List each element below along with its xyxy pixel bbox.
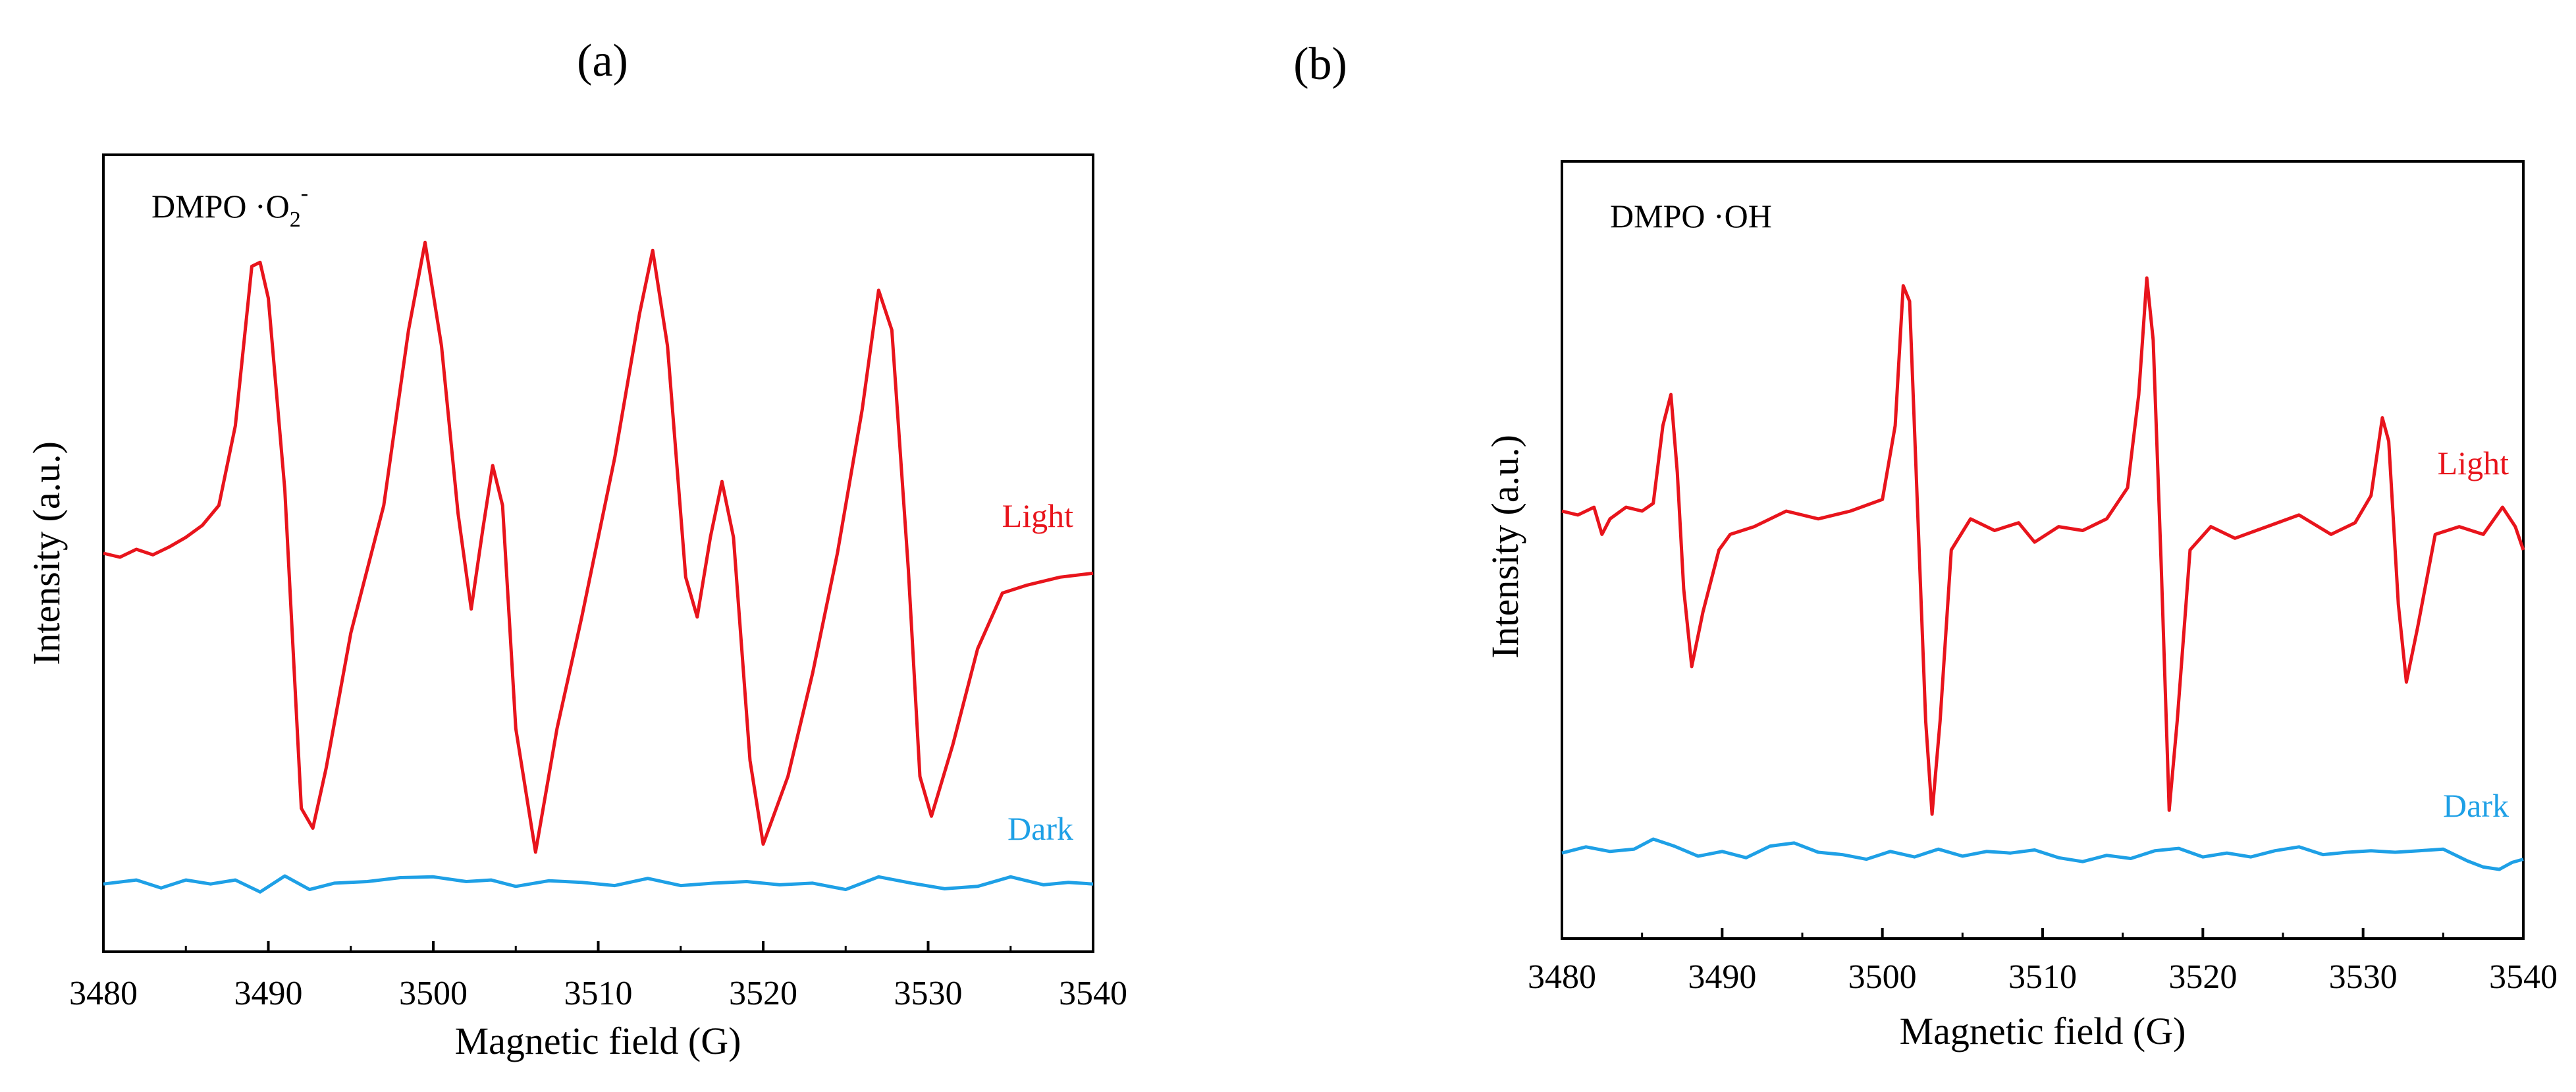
x-tick-label-b-3540: 3540	[2489, 958, 2558, 996]
plot-frame-b	[1561, 160, 2525, 940]
chart-panel-a: 3480 3490 3500 3510 3520 3530 3540 Magnetic fi…	[25, 153, 1127, 1062]
x-tick-label-a-3500: 3500	[399, 975, 468, 1012]
chart-panel-b: 3480 3490 3500 3510 3520 3530 3540 Magnetic fi…	[1484, 160, 2558, 1052]
x-axis-title-b: Magnetic field (G)	[1900, 1010, 2186, 1052]
series-line-dark-b	[1561, 837, 2524, 871]
x-tick-label-b-3490: 3490	[1688, 958, 1756, 996]
annotation-a-base: DMPO ·O	[151, 188, 290, 225]
annotation-b: DMPO ·OH	[1610, 198, 1772, 234]
x-tick-label-b-3530: 3530	[2329, 958, 2398, 996]
x-axis-ticks-a: 3480 3490 3500 3510 3520 3530 3540	[69, 941, 1127, 1012]
x-axis-title-a: Magnetic field (G)	[455, 1020, 741, 1062]
x-tick-label-a-3490: 3490	[234, 975, 303, 1012]
annotation-a: DMPO ·O2-	[151, 181, 308, 232]
panel-label-a: (a)	[577, 36, 628, 86]
series-label-dark-a: Dark	[1007, 810, 1073, 847]
annotation-a-sub: 2	[290, 207, 301, 232]
series-line-light-b	[1561, 276, 2525, 816]
x-tick-label-a-3510: 3510	[564, 975, 633, 1012]
series-line-light-a	[103, 240, 1094, 854]
y-axis-title-b: Intensity (a.u.)	[1484, 435, 1526, 659]
series-line-dark-a	[103, 874, 1094, 894]
x-tick-label-b-3510: 3510	[2008, 958, 2077, 996]
y-axis-title-a: Intensity (a.u.)	[25, 441, 68, 665]
x-tick-label-a-3530: 3530	[894, 975, 963, 1012]
series-label-light-b: Light	[2438, 445, 2509, 481]
series-label-light-a: Light	[1002, 497, 1073, 534]
x-axis-ticks-b: 3480 3490 3500 3510 3520 3530 3540	[1528, 928, 2558, 996]
x-tick-label-b-3480: 3480	[1528, 958, 1596, 996]
x-tick-label-b-3500: 3500	[1848, 958, 1917, 996]
annotation-a-sup: -	[301, 181, 308, 205]
x-tick-label-a-3540: 3540	[1059, 975, 1127, 1012]
x-tick-label-a-3480: 3480	[69, 975, 138, 1012]
panel-label-b: (b)	[1293, 39, 1347, 90]
series-label-dark-b: Dark	[2443, 787, 2509, 824]
x-tick-label-a-3520: 3520	[729, 975, 797, 1012]
x-tick-label-b-3520: 3520	[2168, 958, 2237, 996]
